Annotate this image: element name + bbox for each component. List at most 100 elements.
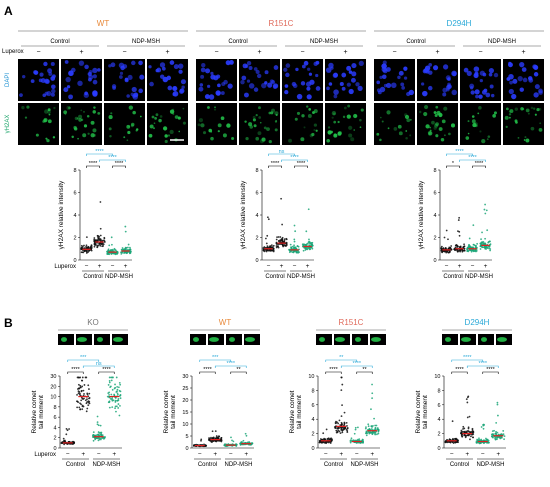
- foci: [97, 111, 101, 115]
- data-point: [94, 243, 96, 246]
- data-point: [85, 236, 88, 239]
- data-point: [110, 379, 113, 382]
- nucleus: [47, 68, 53, 74]
- nucleus: [442, 87, 448, 93]
- data-point: [305, 230, 308, 233]
- foci: [296, 111, 301, 115]
- data-point: [322, 432, 325, 435]
- y-tick-label: 0: [53, 446, 56, 452]
- data-point: [244, 432, 247, 435]
- nucleus: [84, 91, 88, 96]
- y-axis-label: γH2AX relative intensity: [58, 180, 65, 249]
- significance-bracket: [356, 371, 373, 374]
- foci: [301, 114, 305, 118]
- nucleus: [119, 71, 124, 75]
- data-point: [87, 404, 90, 407]
- significance-bracket: [67, 371, 84, 374]
- foci: [525, 138, 530, 143]
- data-point: [99, 227, 102, 230]
- image-background: [18, 103, 59, 145]
- data-point: [81, 405, 84, 408]
- x-group-label: Control: [265, 274, 284, 280]
- data-point: [123, 251, 126, 254]
- data-point: [245, 434, 248, 437]
- data-point: [492, 436, 494, 439]
- data-point: [370, 425, 373, 428]
- data-point: [327, 437, 330, 440]
- nucleus: [328, 62, 334, 69]
- data-point: [96, 239, 99, 241]
- data-point: [78, 406, 81, 409]
- dapi-image: [325, 59, 366, 101]
- foci: [428, 131, 433, 136]
- treatment-label: Luperox: [54, 264, 76, 270]
- nucleus: [92, 74, 97, 79]
- data-point: [374, 432, 376, 435]
- data-point: [92, 439, 95, 442]
- data-point: [308, 248, 311, 251]
- y-tick-label: 25: [182, 386, 188, 392]
- data-point: [466, 416, 469, 419]
- y-axis-label: γH2AX relative intensity: [418, 180, 425, 249]
- data-point: [365, 431, 368, 434]
- foci: [82, 133, 87, 138]
- comet-image: [94, 334, 110, 345]
- data-point: [362, 439, 364, 441]
- foci: [505, 125, 508, 129]
- foci: [435, 134, 439, 138]
- foci: [307, 114, 312, 118]
- nucleus: [68, 94, 73, 100]
- gh2ax-image: [503, 103, 544, 145]
- data-point: [487, 441, 490, 444]
- group-label: Control: [228, 39, 247, 45]
- foci: [409, 134, 412, 137]
- data-point: [99, 244, 102, 247]
- foci: [326, 138, 330, 143]
- x-group-label: Control: [198, 462, 217, 468]
- data-point: [448, 246, 451, 249]
- foci: [393, 127, 398, 131]
- data-point: [467, 244, 470, 247]
- nucleus: [63, 87, 69, 93]
- nucleus: [333, 89, 339, 95]
- nucleus: [488, 68, 494, 74]
- data-point: [126, 251, 129, 253]
- data-point: [76, 393, 78, 396]
- foci: [63, 110, 68, 115]
- data-point: [68, 428, 71, 430]
- data-point: [489, 249, 492, 252]
- nucleus: [473, 72, 479, 79]
- genotype-title: R151C: [269, 19, 294, 28]
- foci: [268, 111, 272, 115]
- nucleus: [341, 86, 346, 91]
- data-point: [264, 237, 267, 240]
- foci: [288, 138, 292, 143]
- y-tick-label: 6: [437, 403, 440, 409]
- foci: [381, 120, 384, 123]
- data-point: [441, 250, 444, 253]
- data-point: [371, 392, 374, 395]
- significance-bracket: [459, 159, 486, 162]
- data-point: [97, 439, 100, 442]
- nucleus: [51, 88, 56, 94]
- data-point: [110, 236, 113, 239]
- foci: [174, 115, 179, 119]
- foci: [508, 113, 512, 116]
- significance-label: ****: [203, 367, 212, 373]
- data-point: [82, 389, 85, 392]
- foci: [71, 135, 74, 139]
- data-point: [231, 439, 233, 442]
- data-point: [338, 419, 341, 422]
- data-point: [457, 441, 459, 444]
- significance-label: ****: [95, 149, 104, 155]
- data-point: [90, 248, 93, 251]
- foci: [504, 115, 509, 120]
- significance-label: ****: [271, 161, 280, 167]
- foci: [274, 120, 278, 123]
- foci: [530, 106, 534, 110]
- nucleus: [534, 84, 540, 90]
- nucleus: [485, 92, 491, 98]
- x-tick-sign: +: [465, 451, 469, 458]
- nucleus: [346, 65, 352, 71]
- x-tick-sign: +: [124, 263, 128, 270]
